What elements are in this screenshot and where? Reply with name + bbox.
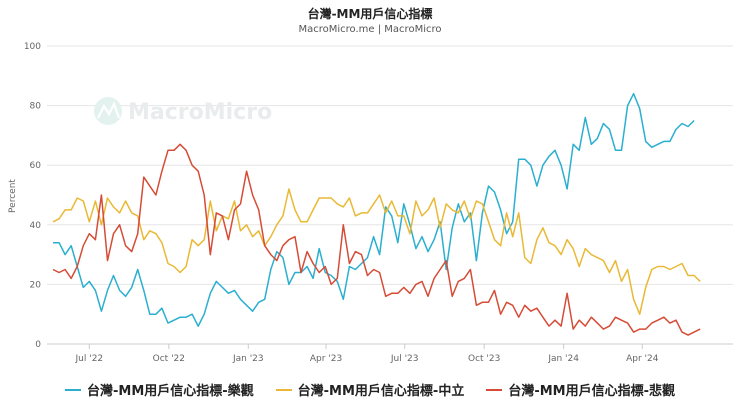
y-axis-label: Percent: [8, 179, 18, 213]
y-tick-label: 100: [24, 42, 41, 52]
y-tick-label: 0: [35, 340, 41, 350]
legend-label-pessimistic: 台灣-MM用戶信心指標-悲觀: [508, 384, 675, 399]
y-tick-label: 40: [30, 221, 42, 231]
legend-swatch-neutral: [275, 388, 292, 391]
x-tick-label: Jul '22: [75, 354, 104, 364]
legend-item-neutral[interactable]: 台灣-MM用戶信心指標-中立: [275, 380, 465, 399]
y-tick-label: 20: [30, 280, 42, 290]
series-line-1: [52, 188, 701, 315]
x-tick-label: Jul '23: [390, 354, 419, 364]
legend-label-neutral: 台灣-MM用戶信心指標-中立: [297, 384, 465, 399]
legend-swatch-pessimistic: [486, 388, 503, 391]
x-tick-label: Jan '24: [547, 354, 579, 364]
series-line-0: [53, 92, 695, 327]
legend-label-optimistic: 台灣-MM用戶信心指標-樂觀: [86, 384, 254, 399]
x-tick-label: Oct '23: [468, 354, 500, 364]
x-tick-label: Apr '23: [310, 354, 342, 364]
grid-lines: [47, 45, 733, 345]
series-line-2: [52, 143, 701, 336]
y-tick-label: 80: [30, 102, 42, 112]
y-tick-label: 60: [30, 161, 42, 171]
chart-title: 台灣-MM用戶信心指標: [307, 7, 433, 21]
x-tick-label: Jan '23: [232, 354, 264, 364]
y-axis: 0 20 40 60 80 100: [24, 42, 41, 350]
legend: 台灣-MM用戶信心指標-樂觀 台灣-MM用戶信心指標-中立 台灣-MM用戶信心指…: [0, 380, 740, 399]
chart-subtitle: MacroMicro.me | MacroMicro: [298, 24, 442, 35]
watermark-text: MacroMicro: [128, 100, 272, 125]
x-tick-label: Oct '22: [153, 354, 185, 364]
legend-item-optimistic[interactable]: 台灣-MM用戶信心指標-樂觀: [64, 380, 254, 399]
legend-swatch-optimistic: [64, 388, 81, 391]
x-axis: Jul '22 Oct '22 Jan '23 Apr '23 Jul '23 Oct '…: [47, 343, 733, 364]
x-tick-label: Apr '24: [626, 354, 659, 364]
macromicro-watermark: MacroMicro: [94, 97, 272, 125]
series-lines: [52, 92, 701, 336]
legend-item-pessimistic[interactable]: 台灣-MM用戶信心指標-悲觀: [486, 380, 675, 399]
